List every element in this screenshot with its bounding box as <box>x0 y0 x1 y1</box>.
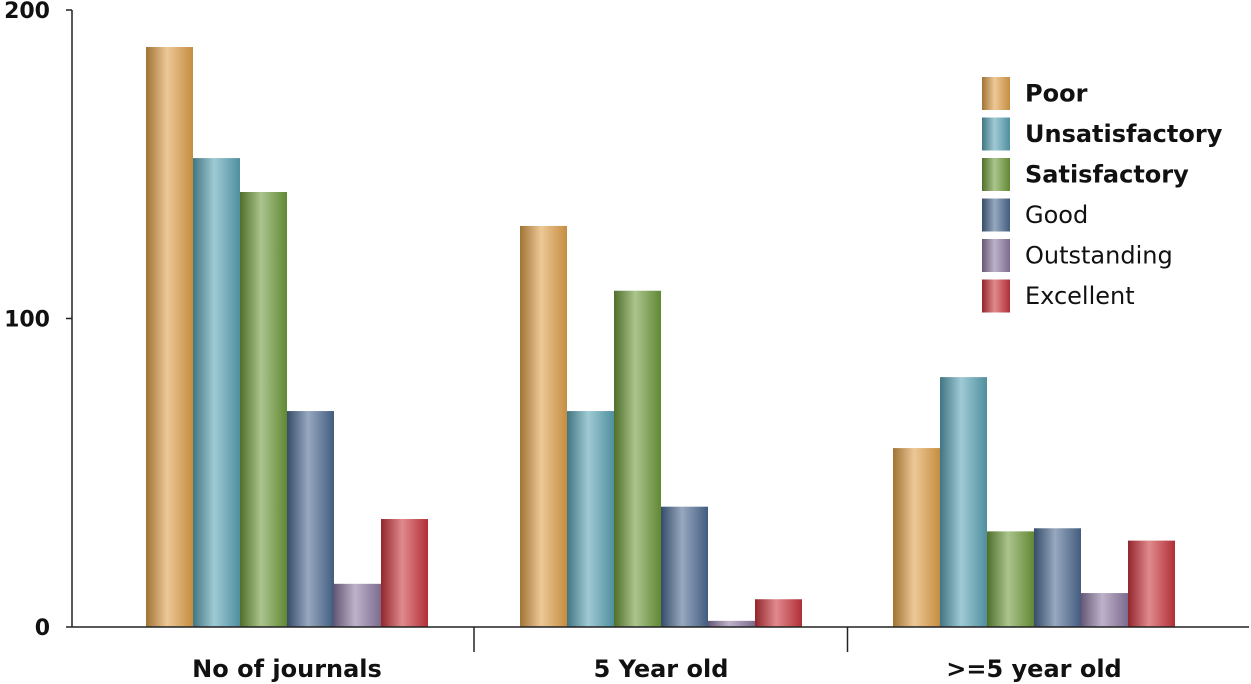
x-category-label: No of journals <box>192 655 382 683</box>
y-tick-label: 0 <box>35 616 50 641</box>
bar-5-year-old-excellent <box>755 599 802 627</box>
bar-5-year-old-poor <box>520 225 567 627</box>
bar-no-of-journals-good <box>287 411 334 627</box>
legend-label-poor: Poor <box>1025 80 1088 108</box>
bar-5-year-old-satisfactory <box>614 290 661 627</box>
bar-no-of-journals-outstanding <box>334 583 381 627</box>
bar-5-year-old-unsatisfactory <box>940 377 987 627</box>
bar-5-year-old-satisfactory <box>987 531 1034 627</box>
legend-label-outstanding: Outstanding <box>1025 242 1173 270</box>
bar-5-year-old-outstanding <box>1081 593 1128 627</box>
legend-label-unsatisfactory: Unsatisfactory <box>1025 120 1223 148</box>
x-category-label: 5 Year old <box>594 655 729 683</box>
bar-5-year-old-outstanding <box>708 620 755 627</box>
y-tick-label: 100 <box>4 308 50 333</box>
bars-layer <box>146 47 1175 627</box>
legend-label-satisfactory: Satisfactory <box>1025 161 1189 189</box>
legend-swatch-good <box>982 198 1010 232</box>
bar-5-year-old-unsatisfactory <box>567 411 614 627</box>
legend-label-excellent: Excellent <box>1025 282 1135 310</box>
legend: Poor Unsatisfactory Satisfactory Good Outsta… <box>982 77 1223 313</box>
legend-swatch-poor <box>982 77 1010 110</box>
bar-no-of-journals-excellent <box>381 519 428 627</box>
x-category-label: >=5 year old <box>946 655 1121 683</box>
x-categories: No of journals 5 Year old >=5 year old <box>192 627 1122 683</box>
bar-5-year-old-excellent <box>1128 540 1175 627</box>
legend-swatch-unsatisfactory <box>982 117 1010 151</box>
legend-swatch-outstanding <box>982 239 1010 272</box>
bar-5-year-old-good <box>661 506 708 627</box>
y-tick-label: 200 <box>4 0 50 24</box>
legend-swatch-satisfactory <box>982 158 1010 191</box>
legend-swatch-excellent <box>982 279 1010 313</box>
bar-no-of-journals-poor <box>146 47 193 627</box>
bar-no-of-journals-satisfactory <box>240 192 287 627</box>
y-ticks: 0 100 200 <box>4 0 72 641</box>
bar-no-of-journals-unsatisfactory <box>193 158 240 627</box>
bar-5-year-old-good <box>1034 528 1081 627</box>
bar-5-year-old-poor <box>893 448 940 627</box>
legend-label-good: Good <box>1025 201 1088 229</box>
